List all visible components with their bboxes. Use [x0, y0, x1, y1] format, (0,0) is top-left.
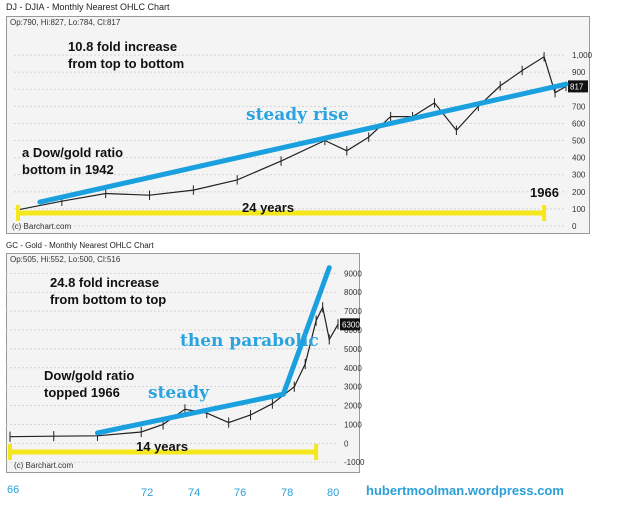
dj-chart-title: DJ - DJIA - Monthly Nearest OHLC Chart	[6, 2, 170, 12]
dj-tick-label: 900	[572, 68, 586, 77]
dj-last-tag-box	[568, 80, 588, 93]
dj-credit: (c) Barchart.com	[12, 222, 72, 231]
dj-tick-label: 200	[572, 188, 586, 197]
gc-tick-label: 2000	[344, 402, 362, 411]
website-credit: hubertmoolman.wordpress.com	[366, 483, 564, 498]
gc-14-years-label: 14 years	[136, 439, 189, 454]
gc-tick-label: 4000	[344, 364, 362, 373]
gc-tick-label: 3000	[344, 383, 362, 392]
dj-fold-annotation: 10.8 fold increase from top to bottom	[68, 38, 184, 72]
dj-tick-label: 1,000	[572, 51, 593, 60]
gc-top-text: Dow/gold ratio topped 1966	[44, 368, 135, 400]
gc-tick-label: 9000	[344, 269, 362, 278]
dj-tick-label: 500	[572, 137, 586, 146]
gc-steady-label: steady	[148, 383, 210, 403]
gc-chart-title: GC - Gold - Monthly Nearest OHLC Chart	[6, 241, 154, 250]
gc-tick-label: 6000	[344, 326, 362, 335]
gc-fold-text: 24.8 fold increase from bottom to top	[50, 275, 167, 307]
gc-price-line	[9, 305, 339, 438]
dj-trendline	[37, 81, 569, 205]
gc-parabolic-label: then parabolic	[180, 331, 319, 351]
dj-bottom-annotation: a Dow/gold ratio bottom in 1942	[22, 144, 123, 178]
dj-fold-text: 10.8 fold increase from top to bottom	[68, 39, 185, 71]
gc-trendline	[280, 265, 332, 397]
gc-trendline	[94, 391, 286, 436]
bottom-year-80: 80	[327, 487, 340, 499]
dj-tick-label: 100	[572, 205, 586, 214]
bottom-year-78: 78	[281, 487, 294, 499]
gc-last-tag-text: 6300	[342, 320, 360, 329]
gc-tick-label: 0	[344, 439, 349, 448]
bottom-year-74: 74	[188, 487, 201, 499]
dj-tick-label: 600	[572, 119, 586, 128]
dj-tick-label: 300	[572, 171, 586, 180]
dj-steady-rise-label: steady rise	[246, 105, 349, 125]
bottom-label-66: 66	[7, 484, 20, 496]
gc-tick-label: 8000	[344, 288, 362, 297]
dj-tick-label: 400	[572, 154, 586, 163]
gc-ohlc-readout: Op:505, Hi:552, Lo:500, Cl:516	[10, 255, 121, 264]
gc-tick-label: 7000	[344, 307, 362, 316]
bottom-year-72: 72	[141, 487, 154, 499]
dj-last-tag-text: 817	[570, 82, 584, 91]
bottom-year-76: 76	[234, 487, 247, 499]
gc-credit: (c) Barchart.com	[14, 461, 74, 470]
gc-tick-label: 5000	[344, 345, 362, 354]
dj-24-years-label: 24 years	[242, 200, 295, 215]
dj-1966-label: 1966	[530, 185, 559, 200]
gc-top-annotation: Dow/gold ratio topped 1966	[44, 367, 134, 401]
gc-tick-label: -1000	[344, 458, 365, 467]
gc-last-tag-box	[340, 318, 360, 331]
dj-chart-panel	[6, 16, 590, 234]
gc-tick-label: 1000	[344, 420, 362, 429]
dj-ohlc-readout: Op:790, Hi:827, Lo:784, Cl:817	[10, 18, 121, 27]
gc-fold-annotation: 24.8 fold increase from bottom to top	[50, 274, 166, 308]
dj-bottom-text: a Dow/gold ratio bottom in 1942	[22, 145, 124, 177]
dj-tick-label: 700	[572, 102, 586, 111]
dj-tick-label: 0	[572, 222, 577, 231]
